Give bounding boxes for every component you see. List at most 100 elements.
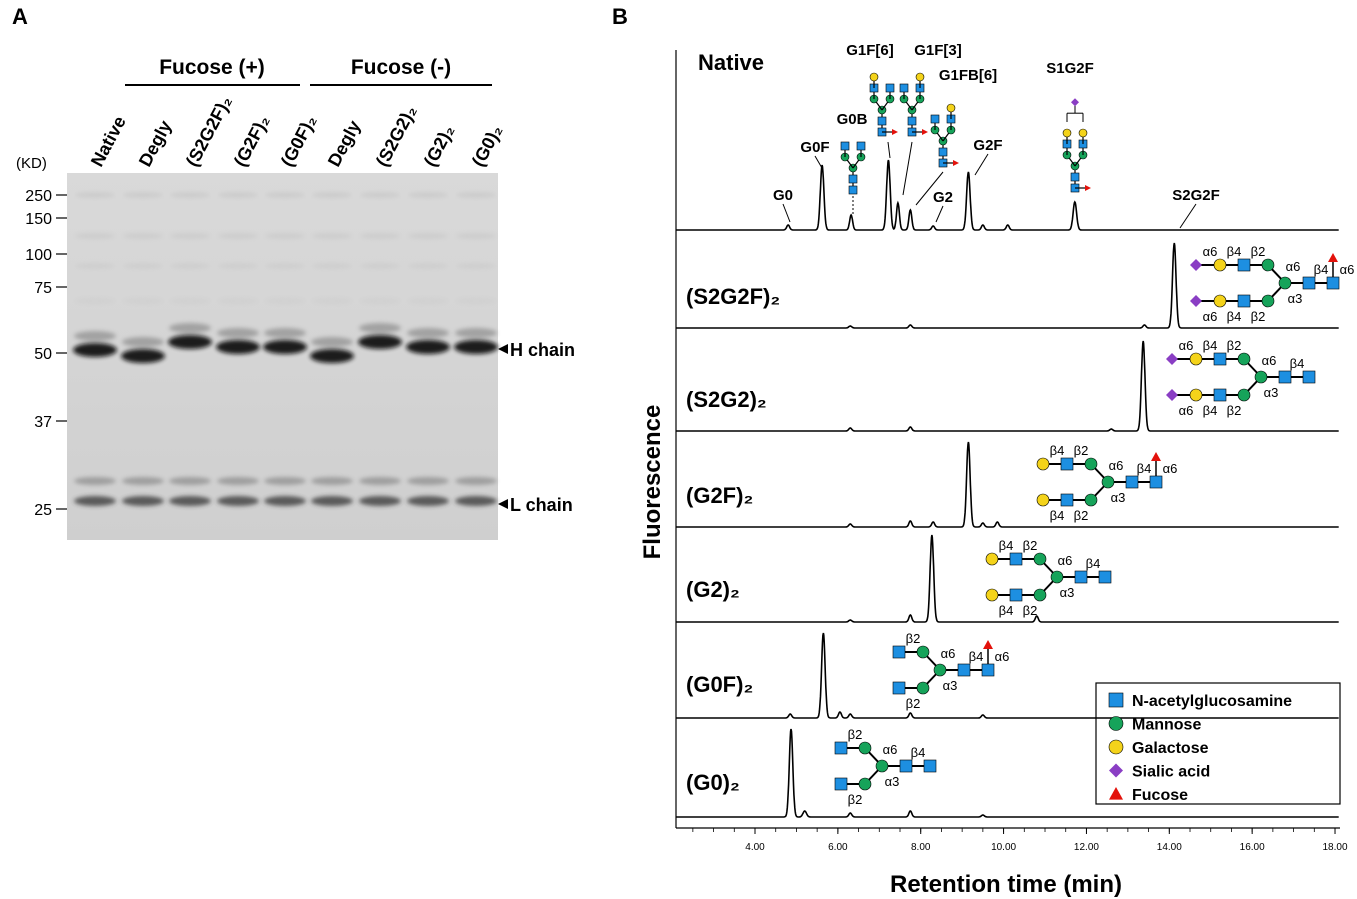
- marker-band: [408, 298, 448, 304]
- peak-label: G1F[3]: [914, 42, 962, 59]
- h-band: [121, 349, 165, 363]
- linkage-label: α6: [1286, 259, 1301, 274]
- sialic-acid: [1190, 259, 1202, 271]
- bond: [1179, 203, 1197, 229]
- galactose: [985, 588, 999, 602]
- legend-label: Fucose: [1132, 787, 1188, 804]
- galactose: [869, 72, 879, 82]
- l-band-upper: [407, 477, 449, 485]
- h-band: [406, 340, 450, 354]
- marker-band: [265, 192, 305, 198]
- linkage-label: α3: [885, 774, 900, 789]
- x-tick-label: 14.00: [1157, 842, 1182, 853]
- l-band: [311, 496, 353, 506]
- mannose: [1084, 493, 1098, 507]
- linkage-label: α6: [1163, 461, 1178, 476]
- trace-label: (G2F)₂: [686, 483, 753, 508]
- l-band: [217, 496, 259, 506]
- fucose: [1109, 787, 1123, 800]
- glcnac: [885, 83, 895, 93]
- linkage-label: β2: [1074, 508, 1089, 523]
- legend-label: Galactose: [1132, 740, 1209, 757]
- marker-band: [75, 192, 115, 198]
- glcnac: [892, 681, 906, 695]
- mannose: [1101, 475, 1115, 489]
- h-band-shadow: [217, 328, 259, 338]
- glcnac: [848, 185, 858, 195]
- peak-label: G0: [773, 187, 793, 204]
- band-label: H chain: [510, 340, 575, 360]
- fucose: [892, 129, 898, 135]
- lane-label: (G0)₂: [468, 122, 506, 170]
- linkage-label: α6: [1340, 262, 1355, 277]
- glcnac: [899, 759, 913, 773]
- arrowhead: [498, 499, 508, 509]
- glcnac: [1213, 352, 1227, 366]
- peak-label: G2F: [973, 137, 1002, 154]
- linkage-label: β2: [1074, 443, 1089, 458]
- mannose: [1050, 570, 1064, 584]
- mw-label: 100: [25, 247, 52, 264]
- trace: [675, 340, 1339, 432]
- y-axis-label: Fluorescence: [639, 405, 666, 560]
- marker-band: [75, 263, 115, 269]
- linkage-label: β2: [1251, 309, 1266, 324]
- x-tick-label: 18.00: [1323, 842, 1348, 853]
- l-band-upper: [169, 477, 211, 485]
- arrowhead: [498, 344, 508, 354]
- h-band: [310, 349, 354, 363]
- glcnac: [1060, 493, 1074, 507]
- trace-label: (S2G2F)₂: [686, 284, 780, 309]
- linkage-label: α6: [883, 742, 898, 757]
- marker-band: [456, 298, 496, 304]
- mw-label: 250: [25, 188, 52, 205]
- mannose: [1278, 276, 1292, 290]
- linkage-label: α6: [1262, 353, 1277, 368]
- marker-band: [408, 192, 448, 198]
- mannose: [916, 681, 930, 695]
- bond: [974, 153, 989, 176]
- marker-band: [360, 298, 400, 304]
- bond: [782, 203, 791, 223]
- glcnac: [907, 116, 917, 126]
- linkage-label: β4: [911, 745, 926, 760]
- glcnac: [834, 741, 848, 755]
- linkage-label: β4: [1050, 443, 1065, 458]
- marker-band: [408, 233, 448, 239]
- peak-label: G1F[6]: [846, 42, 894, 59]
- mannose: [1084, 457, 1098, 471]
- glcnac: [892, 645, 906, 659]
- linkage-label: α3: [1111, 490, 1126, 505]
- linkage-label: α3: [943, 678, 958, 693]
- galactose: [1036, 493, 1050, 507]
- linkage-label: α6: [1179, 338, 1194, 353]
- lane-label: Degly: [324, 117, 365, 170]
- l-band-upper: [311, 477, 353, 485]
- glcnac: [848, 174, 858, 184]
- band-label: L chain: [510, 495, 573, 515]
- fucose: [1328, 253, 1338, 262]
- legend-label: Mannose: [1132, 717, 1201, 734]
- legend-label: N-acetylglucosamine: [1132, 693, 1292, 710]
- h-band-shadow: [122, 337, 164, 347]
- glcnac: [840, 141, 850, 151]
- glcnac: [930, 114, 940, 124]
- linkage-label: β2: [1023, 538, 1038, 553]
- trace: [675, 242, 1339, 329]
- marker-band: [170, 263, 210, 269]
- linkage-label: β4: [999, 538, 1014, 553]
- h-band-shadow: [264, 328, 306, 338]
- trace: [675, 728, 1339, 818]
- l-band: [122, 496, 164, 506]
- glcnac: [1278, 370, 1292, 384]
- marker-band: [456, 263, 496, 269]
- l-band: [455, 496, 497, 506]
- marker-band: [218, 192, 258, 198]
- l-band-upper: [217, 477, 259, 485]
- marker-band: [456, 192, 496, 198]
- marker-band: [75, 298, 115, 304]
- x-tick-label: 12.00: [1074, 842, 1099, 853]
- glcnac: [938, 147, 948, 157]
- galactose: [1062, 128, 1072, 138]
- peak-label: G1FB[6]: [939, 67, 997, 84]
